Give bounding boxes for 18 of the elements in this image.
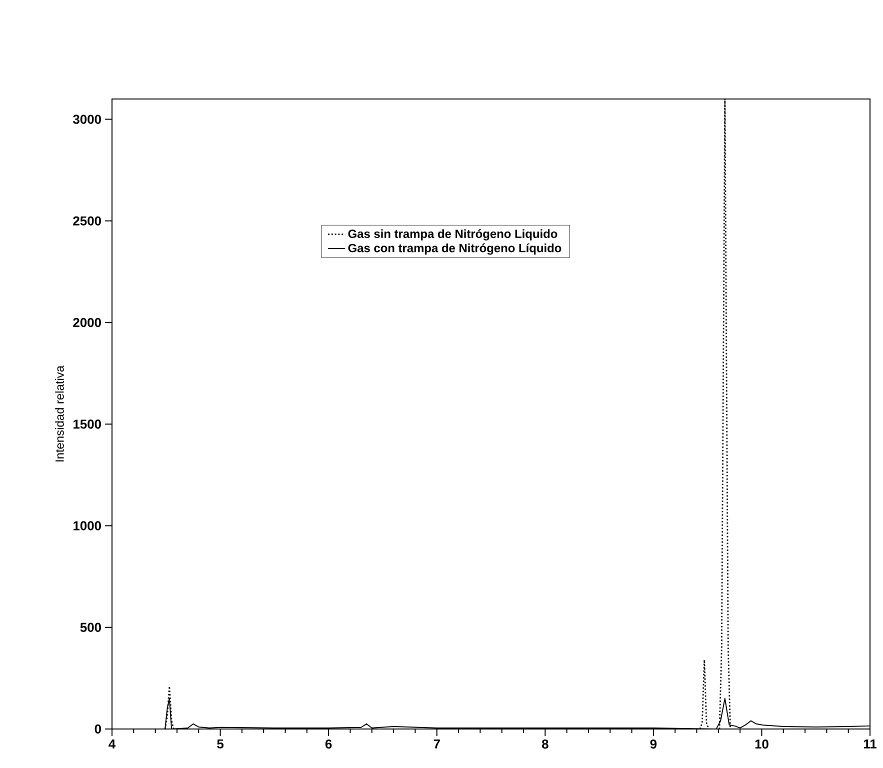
y-tick-label: 2500 <box>73 216 101 226</box>
legend-label: Gas sin trampa de Nitrógeno Liquido <box>348 229 558 240</box>
x-tick-label: 4 <box>108 739 116 748</box>
y-axis-title: Intensidad relativa <box>55 366 64 462</box>
y-tick-label: 0 <box>94 724 101 734</box>
x-tick-label: 11 <box>864 739 876 748</box>
y-tick-label: 3000 <box>73 114 101 124</box>
y-tick-label: 1000 <box>74 521 101 530</box>
y-tick-label: 500 <box>80 622 101 632</box>
x-tick-label: 8 <box>542 739 548 749</box>
x-tick-label: 10 <box>755 739 768 749</box>
y-tick-label: 1500 <box>74 420 101 429</box>
y-tick-label: 2000 <box>73 318 101 328</box>
x-tick-label: 9 <box>650 739 657 749</box>
x-tick-label: 6 <box>325 739 332 749</box>
x-tick-label: 5 <box>217 739 224 749</box>
legend-label: Gas con trampa de Nitrógeno Líquido <box>348 243 562 255</box>
x-tick-label: 7 <box>434 739 440 748</box>
